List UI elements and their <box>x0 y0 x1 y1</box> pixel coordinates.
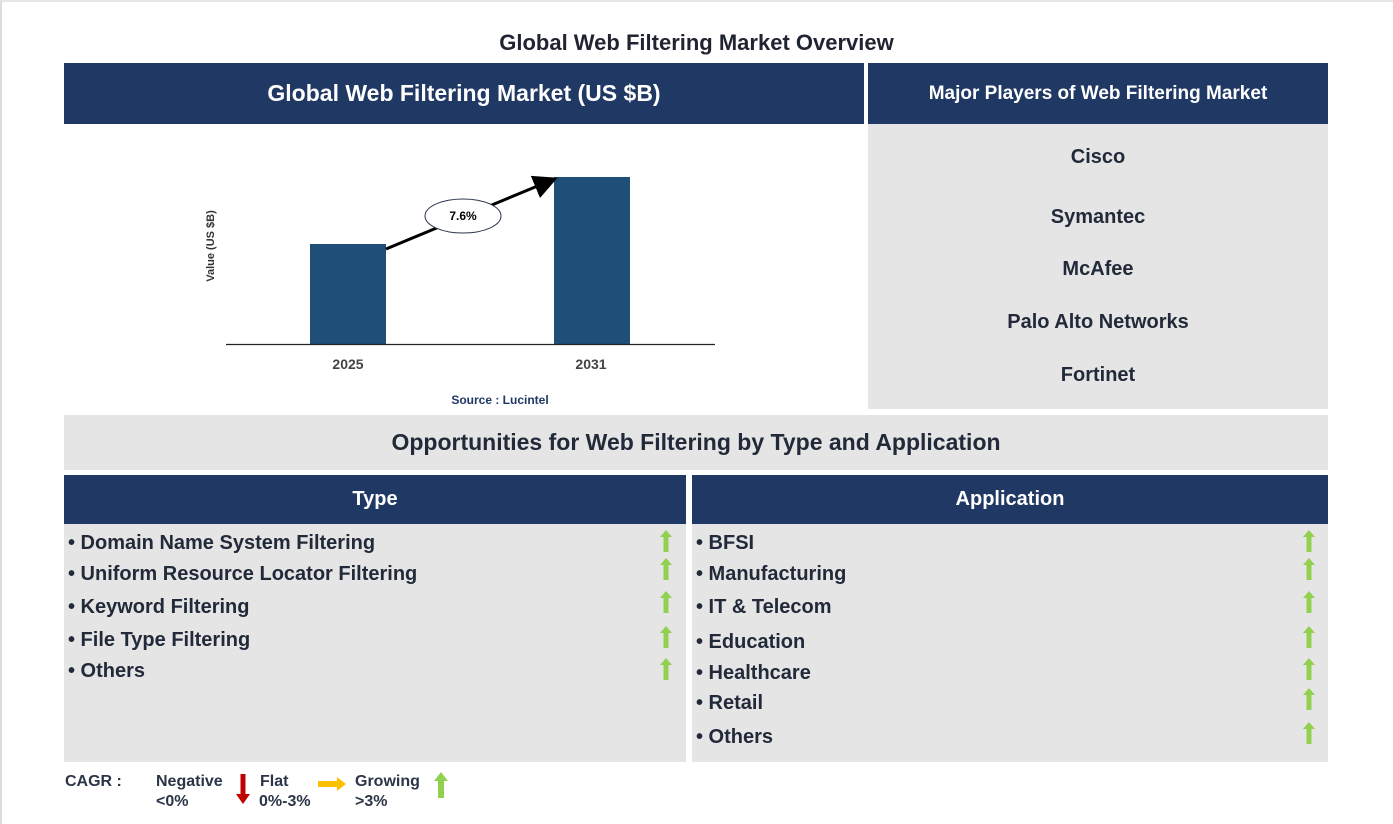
player-item: Fortinet <box>1060 364 1136 386</box>
players-list: Cisco Symantec McAfee Palo Alto Networks… <box>868 124 1328 409</box>
application-header: Application <box>692 475 1328 524</box>
application-item: • Manufacturing <box>696 563 847 585</box>
legend-flat-label: Flat <box>260 773 289 790</box>
legend-negative-range: <0% <box>156 793 189 810</box>
green-up-arrow-icon <box>1303 658 1315 680</box>
page-title: Global Web Filtering Market Overview <box>499 30 894 55</box>
market-panel-title: Global Web Filtering Market (US $B) <box>267 80 661 106</box>
cagr-label: 7.6% <box>449 209 477 223</box>
type-item: • Domain Name System Filtering <box>68 532 376 554</box>
green-up-arrow-icon <box>1303 530 1315 552</box>
legend-flat-range: 0%-3% <box>259 793 311 810</box>
application-item: • Retail <box>696 692 764 714</box>
market-bar-chart: Value (US $B) 7.6% 2025 2031 Source : Lu… <box>64 124 864 410</box>
player-item: McAfee <box>1062 258 1134 280</box>
type-item: • Keyword Filtering <box>68 596 250 618</box>
application-item: • IT & Telecom <box>696 596 832 618</box>
x-tick-2025: 2025 <box>332 356 363 372</box>
type-item: • Others <box>68 660 146 682</box>
players-panel-title: Major Players of Web Filtering Market <box>928 82 1268 104</box>
green-up-arrow-icon <box>660 658 672 680</box>
green-up-arrow-icon <box>660 558 672 580</box>
source-label: Source : Lucintel <box>451 393 548 407</box>
legend-label: CAGR : <box>65 773 122 790</box>
application-item: • Healthcare <box>696 662 811 684</box>
opportunities-title: Opportunities for Web Filtering by Type … <box>391 429 1001 455</box>
green-up-arrow-icon <box>660 591 672 613</box>
opportunities-title-bar: Opportunities for Web Filtering by Type … <box>64 415 1328 470</box>
red-down-arrow-icon <box>236 774 250 804</box>
type-header-label: Type <box>352 488 398 510</box>
green-up-arrow-icon <box>660 530 672 552</box>
legend-growing-range: >3% <box>355 793 388 810</box>
x-tick-2031: 2031 <box>575 356 606 372</box>
application-list: • BFSI • Manufacturing • IT & Telecom • … <box>692 524 1328 762</box>
application-item: • Education <box>696 631 806 653</box>
type-list: • Domain Name System Filtering • Uniform… <box>64 524 686 762</box>
application-item: • BFSI <box>696 532 755 554</box>
green-up-arrow-icon <box>1303 688 1315 710</box>
market-panel-header: Global Web Filtering Market (US $B) <box>64 63 864 124</box>
green-up-arrow-icon <box>1303 558 1315 580</box>
bar-2031 <box>554 177 630 344</box>
player-item: Palo Alto Networks <box>1007 311 1189 333</box>
yellow-right-arrow-icon <box>318 777 346 791</box>
player-item: Symantec <box>1050 206 1146 228</box>
legend-growing-label: Growing <box>355 773 420 790</box>
players-panel-header: Major Players of Web Filtering Market <box>868 63 1328 124</box>
cagr-legend: CAGR : Negative <0% Flat 0%-3% Growing >… <box>64 770 564 820</box>
green-up-arrow-icon <box>434 772 448 798</box>
y-axis-label: Value (US $B) <box>205 210 217 282</box>
green-up-arrow-icon <box>1303 722 1315 744</box>
green-up-arrow-icon <box>1303 626 1315 648</box>
cagr-ellipse <box>424 198 502 234</box>
legend-negative-label: Negative <box>156 773 223 790</box>
bar-2025 <box>310 244 386 344</box>
player-item: Cisco <box>1070 146 1126 168</box>
type-item: • File Type Filtering <box>68 629 251 651</box>
type-header: Type <box>64 475 686 524</box>
green-up-arrow-icon <box>1303 591 1315 613</box>
application-header-label: Application <box>955 488 1065 510</box>
green-up-arrow-icon <box>660 626 672 648</box>
type-item: • Uniform Resource Locator Filtering <box>68 563 418 585</box>
bar-chart-svg: Value (US $B) 7.6% 2025 2031 Source : Lu… <box>205 175 715 407</box>
application-item: • Others <box>696 726 774 748</box>
